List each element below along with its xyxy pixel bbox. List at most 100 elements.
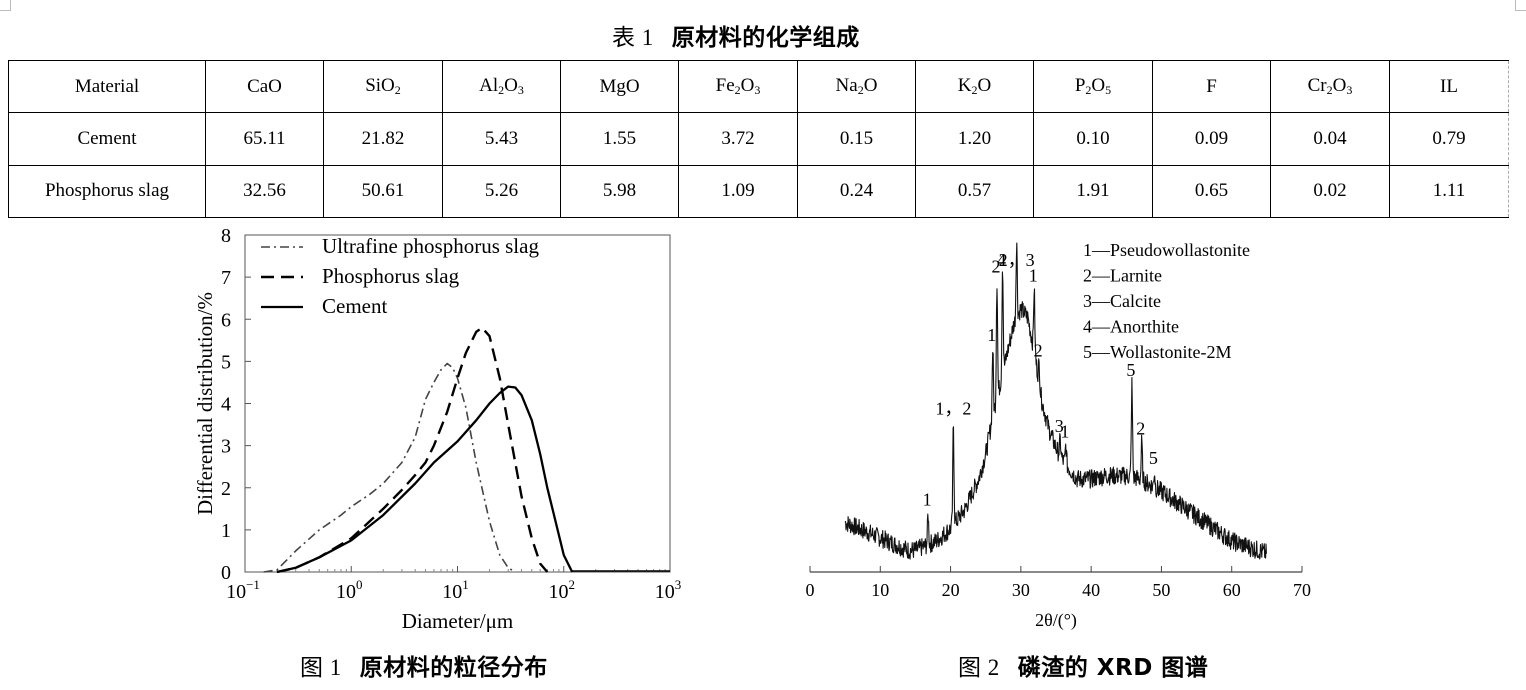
figure2-caption: 图 2 磷渣的 XRD 图谱 [958,648,1208,682]
table-header-cell: Na2O [797,59,916,114]
chart2-x-tick-label: 50 [1152,580,1170,600]
table-header-cell: Material [8,59,206,114]
table-row: Cement 65.11 21.82 5.43 1.55 3.72 0.15 1.20 0.10… [8,112,1509,166]
chart2-x-tick-label: 10 [871,580,889,600]
table-header-cell: Fe2O3 [678,59,798,114]
figure1-caption-number: 图 1 [300,655,342,680]
chart2-series-group [844,242,1267,560]
chart2-peak-label: 1 [923,490,932,510]
chart1-y-tick-label: 0 [221,562,231,584]
particle-size-chart: 0 1 2 3 4 5 6 7 8 10−1 100 101 102 103 Ultrafine phos… [193,225,682,632]
table-header-cell: MgO [560,59,679,114]
table-header-cell: Al2O3 [442,59,561,114]
table-cell: 1.09 [678,164,798,219]
chart2-peak-label: 2，3 [999,250,1035,270]
table-cell: 1.11 [1389,164,1509,219]
chart2-peak-label: 1 [987,325,996,345]
table-cell: 0.24 [797,164,916,219]
chart2-legend-entry: 5—Wollastonite-2M [1083,342,1232,362]
table-header-cell: P2O5 [1033,59,1153,114]
table-cell: 5.43 [442,112,561,166]
chart2-series-line [844,242,1267,560]
table-cell: 21.82 [323,112,443,166]
chart2-peak-label: 1，2 [935,399,971,419]
chart2-peak-label: 5 [1126,360,1135,380]
chart1-x-axis-label: Diameter/μm [402,609,514,632]
chart2-x-axis-label: 2θ/(°) [1035,610,1077,631]
chart1-series-line [276,326,549,574]
table-cell: 0.65 [1152,164,1271,219]
chart1-series-group [263,326,670,574]
chart2-x-tick-label: 60 [1223,580,1241,600]
figure2-caption-number: 图 2 [958,655,1000,680]
chart1-x-tick-label: 103 [655,577,682,603]
table-cell: 1.20 [915,112,1034,166]
chart2-x-tick-label: 0 [806,580,815,600]
table-caption: 表 1 原材料的化学组成 [612,18,860,52]
chart1-y-tick-label: 6 [221,309,231,331]
chart1-x-tick-label: 100 [336,577,363,603]
chart1-y-tick-label: 4 [221,394,231,416]
table-cell: 65.11 [205,112,324,166]
table-cell: 50.61 [323,164,443,219]
table-cell: 0.15 [797,112,916,166]
table-cell: 0.04 [1270,112,1390,166]
chart2-legend-entry: 4—Anorthite [1083,317,1179,337]
chart2-peak-label: 2 [1034,340,1043,360]
chart2-x-tick-label: 40 [1082,580,1100,600]
table-cell: 5.26 [442,164,561,219]
figure1-caption-text: 原材料的粒径分布 [359,655,548,681]
table-cell: 0.09 [1152,112,1271,166]
table-header-cell: IL [1389,59,1509,114]
chart1-legend-label: Ultrafine phosphorus slag [322,234,539,258]
chart1-y-tick-label: 7 [221,267,231,289]
chart1-legend-label: Phosphorus slag [322,264,460,288]
chart2-peak-label: 2 [991,257,1000,277]
table-cell: 0.79 [1389,112,1509,166]
table-caption-number: 表 1 [612,25,654,50]
chart1-y-tick-label: 1 [221,520,231,542]
table-header-cell: SiO2 [323,59,443,114]
table-row: Phosphorus slag 32.56 50.61 5.26 5.98 1.09 0.2… [8,164,1509,219]
chart2-peak-label: 3 [1055,416,1064,436]
table-cell: 1.55 [560,112,679,166]
table-cell: 5.98 [560,164,679,219]
chart1-y-tick-label: 3 [221,436,231,458]
table-cell: 32.56 [205,164,324,219]
table-row-label: Phosphorus slag [8,164,206,219]
chart2-x-axis: 0 10 20 30 40 50 60 70 [806,566,1311,600]
chart2-peak-label: 5 [1149,448,1158,468]
chart1-x-tick-label: 10−1 [226,577,260,603]
table-cell: 0.57 [915,164,1034,219]
chart1-x-tick-label: 101 [442,577,469,603]
chart1-y-tick-label: 2 [221,478,231,500]
chart2-legend-entry: 3—Calcite [1083,291,1161,311]
table-header-cell: Cr2O3 [1270,59,1390,114]
table-header-row: Material CaO SiO2 Al2O3 MgO Fe2O3 Na2O K2O P2O5 F… [8,59,1509,114]
page-corner-mark-left [0,0,11,11]
chart2-peak-label: 1 [1060,422,1069,442]
table-cell: 3.72 [678,112,798,166]
table-header-cell: K2O [915,59,1034,114]
chart2-x-tick-label: 70 [1293,580,1311,600]
figure2-caption-text: 磷渣的 XRD 图谱 [1017,655,1209,681]
table-body: Material CaO SiO2 Al2O3 MgO Fe2O3 Na2O K2O P2O5 F… [8,59,1509,219]
table-cell: 1.91 [1033,164,1153,219]
chart2-peak-label: 2 [1136,419,1145,439]
page-corner-mark-right [1515,0,1526,11]
chart1-legend-label: Cement [322,294,387,318]
chart1-x-tick-label: 102 [549,577,576,603]
table-caption-text: 原材料的化学组成 [671,25,860,51]
chart2-x-tick-label: 20 [942,580,960,600]
chart1-series-line [263,362,516,573]
chart2-x-tick-label: 30 [1012,580,1030,600]
chart1-y-tick-label: 5 [221,351,231,373]
chart2-peak-label: 4 [997,250,1006,270]
chart2-peak-label: 1 [1029,265,1038,285]
table-header-cell: CaO [205,59,324,114]
figure1-caption: 图 1 原材料的粒径分布 [300,648,548,682]
table-header-cell: F [1152,59,1271,114]
table-cell: 0.10 [1033,112,1153,166]
